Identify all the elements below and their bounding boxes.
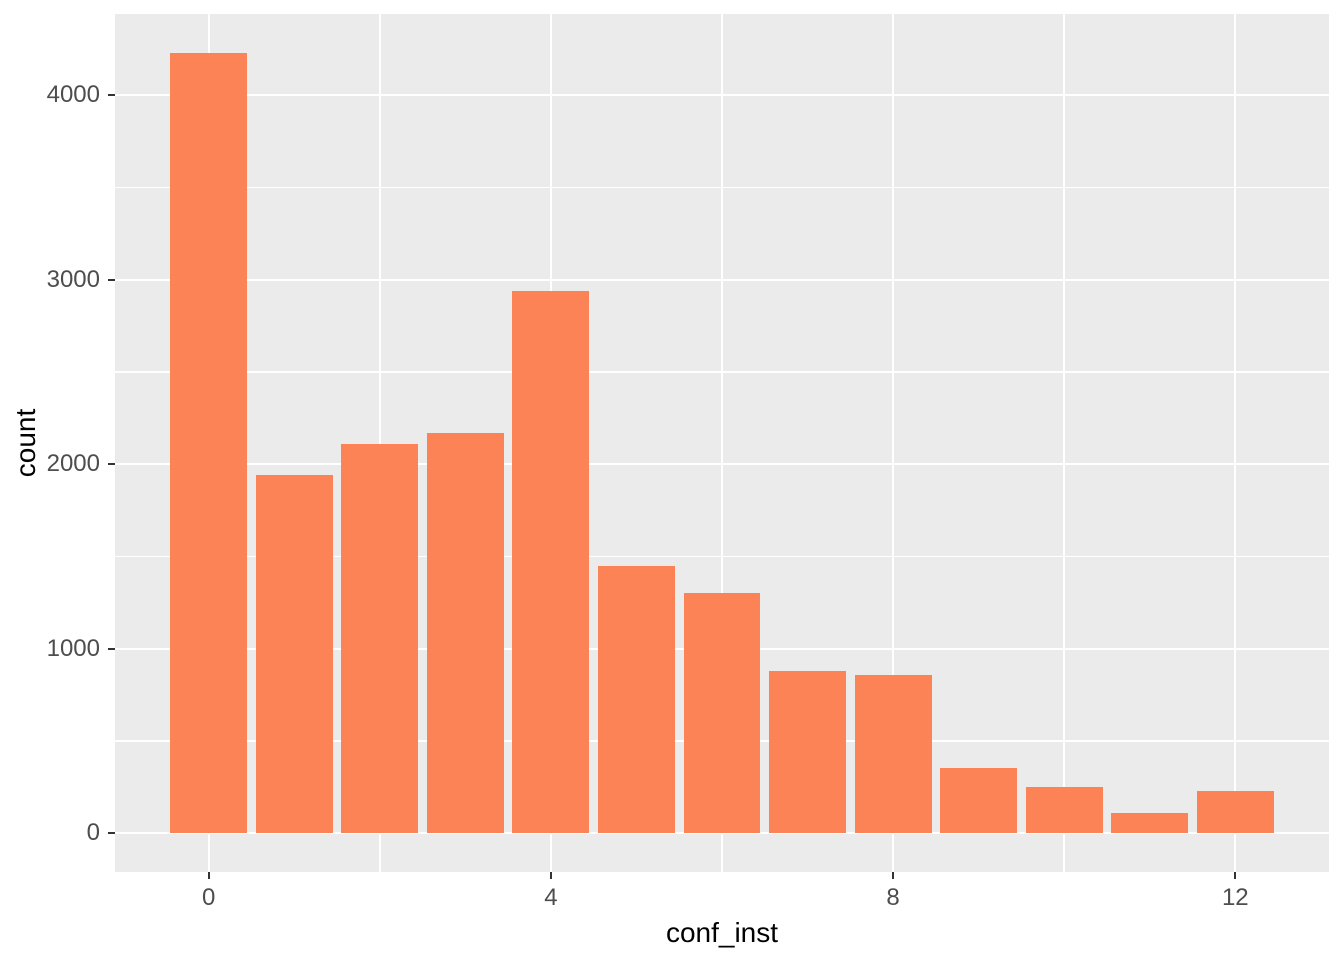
y-minor-gridline (115, 371, 1329, 373)
x-minor-gridline (1063, 14, 1065, 872)
x-tick-label: 12 (1221, 884, 1249, 911)
y-tick-mark (108, 94, 115, 97)
histogram-bar (854, 675, 932, 833)
y-tick-label: 3000 (46, 265, 100, 293)
histogram-bar (1111, 812, 1189, 833)
x-minor-gridline (721, 14, 723, 872)
histogram-bar (1025, 786, 1103, 833)
histogram-bar (255, 475, 333, 833)
y-tick-mark (108, 278, 115, 281)
histogram-bar (1196, 790, 1274, 833)
histogram-bar (341, 443, 419, 833)
x-minor-gridline (379, 14, 381, 872)
y-tick-mark (108, 463, 115, 466)
histogram-bar (512, 290, 590, 833)
x-major-gridline (892, 14, 895, 872)
y-tick-label: 4000 (46, 81, 100, 109)
y-major-gridline (115, 463, 1329, 466)
plot-panel (115, 14, 1329, 872)
y-major-gridline (115, 832, 1329, 834)
x-tick-label: 4 (544, 884, 558, 911)
x-tick-mark (207, 872, 210, 879)
x-tick-label: 8 (886, 884, 900, 911)
x-tick-mark (549, 872, 552, 879)
x-major-gridline (1234, 14, 1237, 872)
y-tick-label: 1000 (46, 634, 100, 662)
x-tick-mark (892, 872, 895, 879)
y-tick-mark (108, 647, 115, 650)
histogram-bar (683, 593, 761, 833)
y-tick-label: 0 (86, 819, 100, 846)
x-tick-label: 0 (201, 884, 216, 911)
histogram-bar (940, 768, 1018, 833)
y-tick-mark (108, 832, 115, 834)
y-major-gridline (115, 278, 1329, 281)
histogram-bar (769, 670, 847, 833)
histogram-bar (426, 432, 504, 833)
y-minor-gridline (115, 555, 1329, 558)
y-major-gridline (115, 94, 1329, 97)
histogram-bar (597, 565, 675, 833)
x-tick-mark (1234, 872, 1237, 879)
x-axis-title: conf_inst (665, 917, 779, 948)
y-tick-label: 2000 (46, 450, 100, 478)
histogram-bar (170, 53, 248, 833)
y-minor-gridline (115, 186, 1329, 189)
